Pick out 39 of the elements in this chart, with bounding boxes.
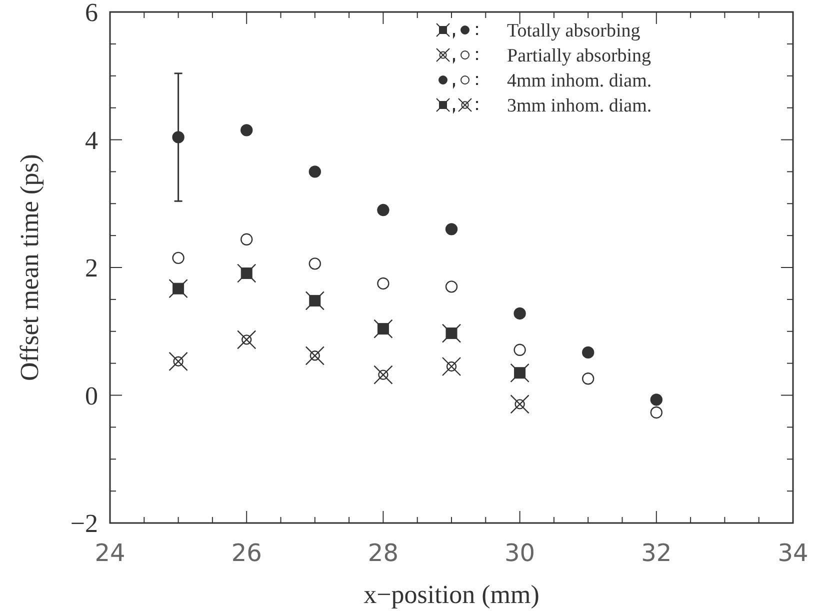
point [172, 131, 184, 144]
point [240, 233, 253, 246]
y-axis-title: Offset mean time (ps) [15, 154, 44, 381]
annotation: Partially absorbing [507, 46, 652, 67]
annotation: Totally absorbing [507, 20, 641, 42]
y-tick-label: −2 [70, 509, 98, 538]
point [240, 124, 253, 136]
point [514, 307, 526, 320]
point [305, 291, 324, 310]
point [582, 346, 594, 359]
annotation: 3mm inhom. diam. [507, 96, 652, 117]
y-tick-label: 0 [85, 381, 98, 410]
point [374, 319, 393, 338]
point [445, 280, 458, 293]
x-tick-label: 34 [778, 539, 808, 567]
x-tick-label: 28 [368, 539, 398, 567]
y-tick-label: 4 [85, 126, 98, 155]
y-tick-label: 6 [85, 0, 98, 28]
point [510, 363, 530, 382]
point [377, 204, 390, 216]
point [308, 166, 321, 178]
point [442, 324, 462, 343]
x-tick-label: 30 [504, 539, 536, 567]
annotation: 4mm inhom. diam. [507, 70, 652, 92]
point [237, 264, 256, 283]
x-tick-label: 24 [94, 539, 126, 567]
point [514, 344, 526, 356]
y-tick-label: 2 [85, 254, 98, 283]
point [308, 258, 321, 270]
x-tick-label: 26 [231, 539, 262, 567]
point [650, 394, 662, 406]
point [377, 277, 390, 290]
point [172, 252, 184, 264]
point [445, 223, 458, 236]
point [168, 278, 188, 298]
x-tick-label: 32 [641, 539, 672, 567]
point [582, 372, 594, 385]
point [650, 406, 662, 419]
x-axis-title: x−position (mm) [364, 580, 540, 609]
